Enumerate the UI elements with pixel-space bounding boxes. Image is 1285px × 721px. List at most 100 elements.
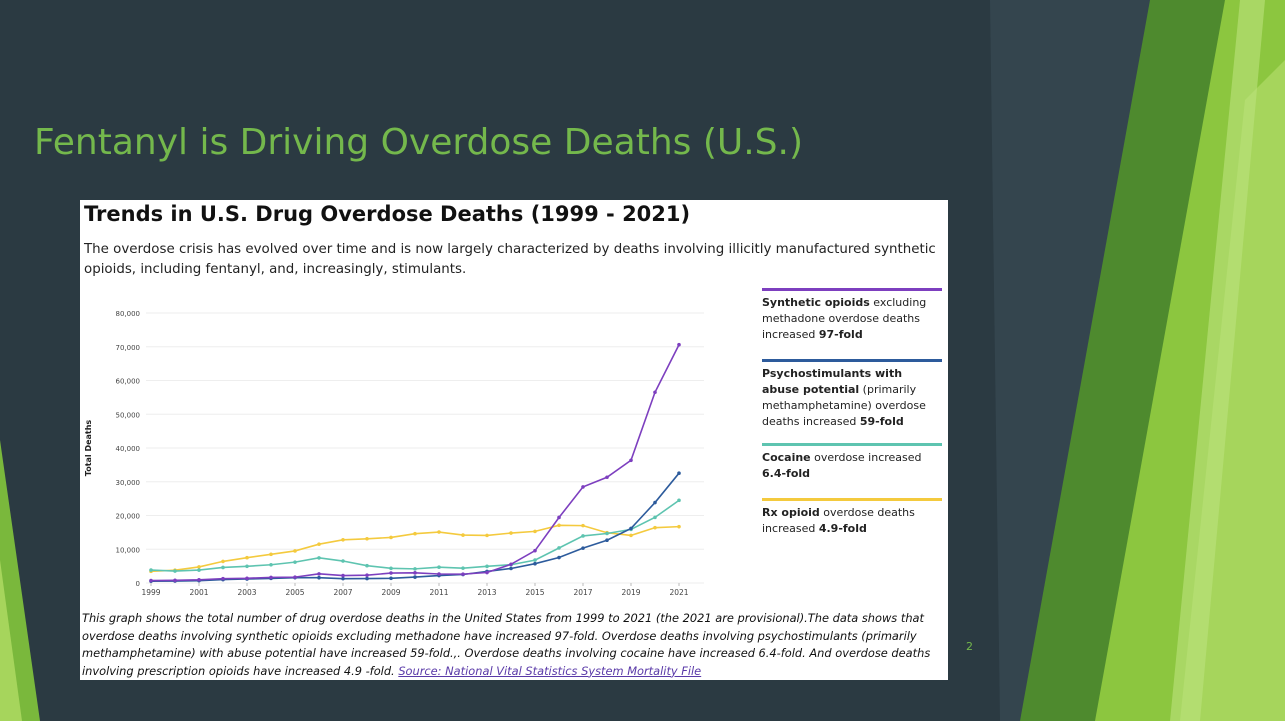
chart: 0 10,000 20,000 30,000 40,000 50,000 60,000 70,… <box>84 310 704 597</box>
data-point <box>317 542 321 546</box>
data-point <box>221 559 225 564</box>
source-link[interactable]: Source: National Vital Statistics System… <box>398 663 702 678</box>
shape <box>1170 0 1265 721</box>
legend-entry: Cocaine overdose increased 6.4-fold <box>762 443 942 482</box>
legend-text: overdose increased <box>810 451 926 464</box>
data-point <box>389 535 393 540</box>
legend-entry: Psychostimulants with abuse potential (p… <box>762 359 942 430</box>
data-point <box>557 546 561 550</box>
data-point <box>365 576 369 581</box>
x-tick-label: 2013 <box>477 588 496 597</box>
legend-text: overdose deaths increased <box>762 506 919 535</box>
y-tick-label: 0 <box>136 580 140 588</box>
x-tick-label: 2009 <box>381 588 400 597</box>
legend-name: Cocaine <box>762 451 811 464</box>
data-point <box>581 485 585 489</box>
data-point <box>365 563 369 568</box>
data-point <box>365 573 369 578</box>
shape <box>0 560 22 721</box>
data-point <box>485 570 489 575</box>
slide-title: Fentanyl is Driving Overdose Deaths (U.S… <box>34 122 804 163</box>
data-point <box>197 565 201 569</box>
y-tick-label: 40,000 <box>116 445 141 453</box>
data-point <box>293 575 297 579</box>
y-tick-label: 20,000 <box>116 513 141 521</box>
data-point <box>485 533 489 538</box>
x-tick-label: 2021 <box>669 588 688 597</box>
caption-text: This graph shows the total number of dru… <box>82 611 931 678</box>
y-tick-label: 60,000 <box>116 378 141 386</box>
data-point <box>221 576 225 581</box>
legend-text: 59-fold <box>859 415 904 428</box>
data-point <box>581 523 585 528</box>
legend-text: 4.9-fold <box>818 522 867 535</box>
data-point <box>341 559 345 563</box>
data-point <box>413 567 417 571</box>
data-point <box>533 561 537 566</box>
x-tick-label: 2005 <box>285 588 304 597</box>
data-point <box>341 576 345 581</box>
data-point <box>341 538 345 542</box>
legend-text: (primarily methamphetamine) overdose dea… <box>762 383 930 428</box>
data-point <box>557 515 561 520</box>
data-point <box>605 475 609 480</box>
data-point <box>653 390 657 395</box>
y-tick-label: 80,000 <box>116 310 141 318</box>
legend-text: excluding methadone overdose deaths incr… <box>762 296 930 341</box>
legend-entry: Rx opioid overdose deaths increased 4.9-… <box>762 498 942 537</box>
x-tick-label: 2011 <box>429 588 448 597</box>
x-tick-label: 2003 <box>237 588 256 597</box>
data-point <box>509 566 513 571</box>
data-point <box>533 529 537 534</box>
y-axis-label: Total Deaths <box>84 420 93 477</box>
data-point <box>461 566 465 570</box>
page-number: 2 <box>966 640 973 653</box>
data-point <box>317 556 321 560</box>
data-point <box>293 560 297 564</box>
data-point <box>677 498 681 503</box>
data-point <box>245 576 249 581</box>
data-point <box>269 575 273 580</box>
data-point <box>389 566 393 571</box>
y-tick-label: 70,000 <box>116 344 141 352</box>
data-point <box>605 531 609 536</box>
data-point <box>461 533 465 537</box>
chart-subtitle: The overdose crisis has evolved over tim… <box>84 242 936 277</box>
data-point <box>269 552 273 557</box>
data-point <box>197 577 201 582</box>
legend-text: 6.4-fold <box>762 467 811 480</box>
data-point <box>533 558 537 562</box>
data-point <box>677 471 681 475</box>
data-point <box>413 531 417 536</box>
caption: This graph shows the total number of dru… <box>82 610 948 680</box>
legend-name: Rx opioid <box>762 506 820 519</box>
data-point <box>581 534 585 538</box>
data-point <box>581 546 585 550</box>
data-point <box>677 342 681 347</box>
data-point <box>413 571 417 575</box>
x-tick-label: 2017 <box>573 588 592 597</box>
y-tick-label: 50,000 <box>116 411 141 419</box>
x-tick-label: 1999 <box>141 588 160 597</box>
data-point <box>557 523 561 528</box>
data-point <box>677 524 681 529</box>
data-point <box>629 533 633 538</box>
data-point <box>221 565 225 570</box>
data-point <box>389 571 393 575</box>
data-point <box>389 576 393 581</box>
data-point <box>293 549 297 553</box>
data-point <box>149 568 153 572</box>
data-point <box>341 573 345 578</box>
data-point <box>317 572 321 576</box>
chart-title: Trends in U.S. Drug Overdose Deaths (199… <box>84 202 691 226</box>
data-point <box>653 525 657 530</box>
data-point <box>461 572 465 576</box>
y-tick-label: 10,000 <box>116 546 141 554</box>
data-point <box>629 458 633 463</box>
data-point <box>197 568 201 572</box>
data-point <box>245 564 249 569</box>
data-point <box>173 578 177 583</box>
legend-text: 97-fold <box>818 328 863 341</box>
